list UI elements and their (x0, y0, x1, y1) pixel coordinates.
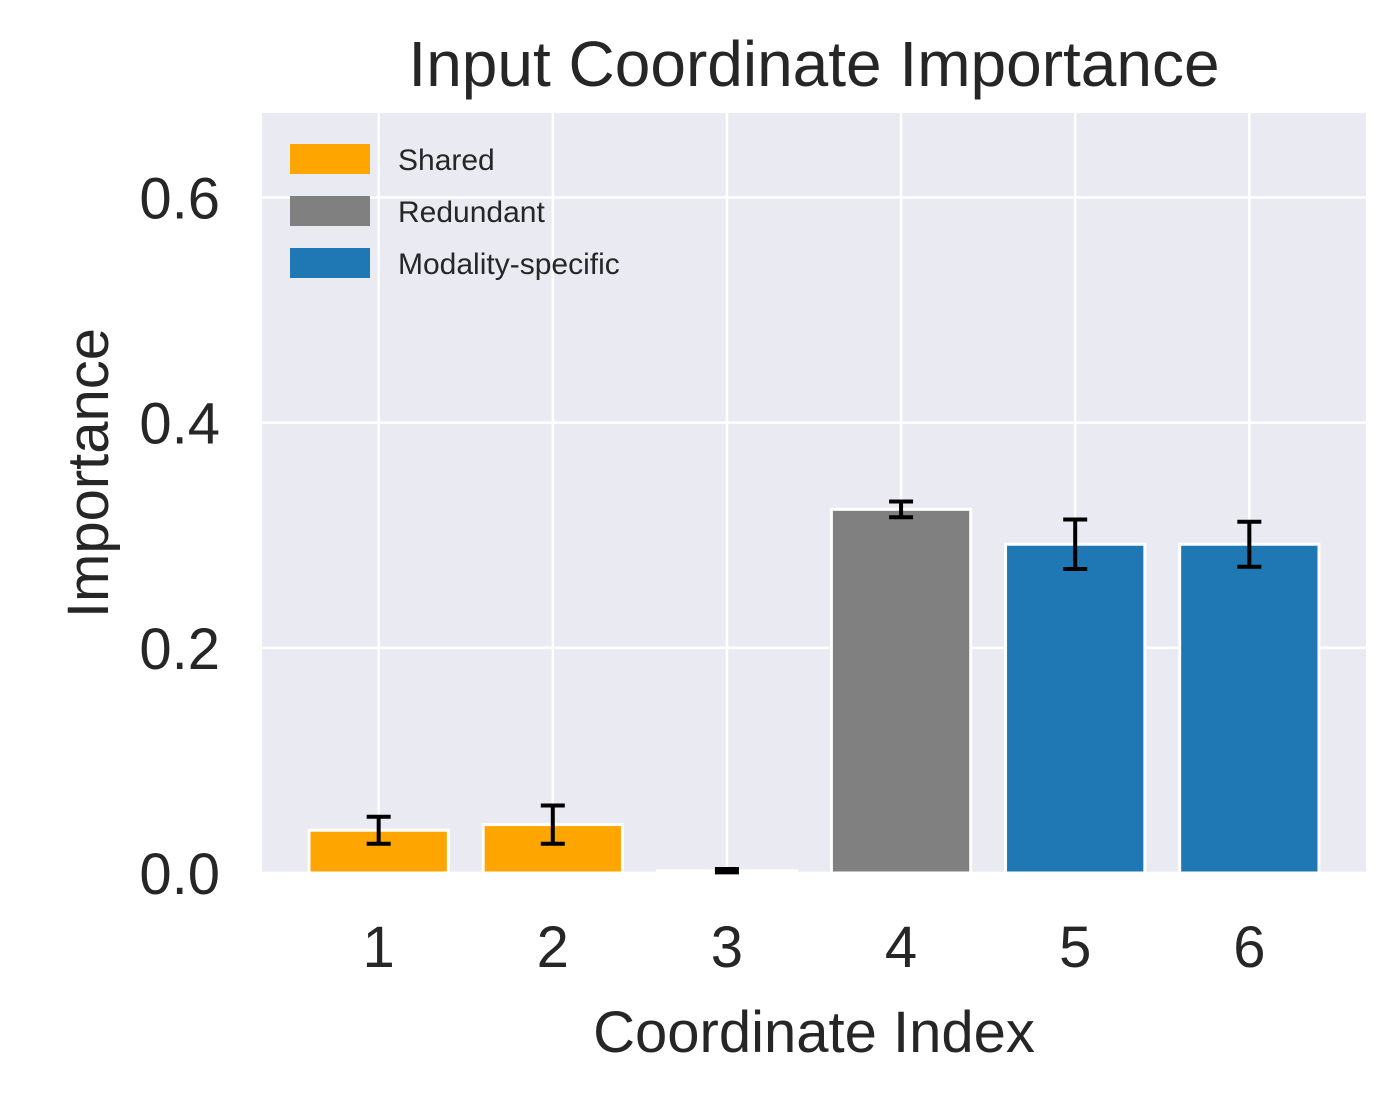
bar-4 (829, 507, 973, 875)
legend: Shared Redundant Modality-specific (290, 144, 620, 281)
legend-swatch (290, 248, 370, 278)
error-bar-4 (889, 499, 914, 520)
error-bar-2 (540, 803, 565, 846)
legend-swatch (290, 144, 370, 174)
bar-6 (1178, 542, 1321, 875)
x-axis-label: Coordinate Index (593, 1000, 1035, 1065)
chart-title: Input Coordinate Importance (408, 28, 1219, 100)
error-bar-5 (1063, 517, 1088, 571)
error-bar-3 (714, 867, 739, 875)
x-tick-labels: 1 2 3 4 5 6 (363, 915, 1266, 980)
error-bars (366, 499, 1262, 875)
bar-5 (1004, 542, 1147, 875)
x-tick-label: 6 (1233, 915, 1265, 980)
x-tick-label: 1 (363, 915, 395, 980)
legend-label: Shared (398, 144, 495, 177)
y-tick-label: 0.0 (139, 842, 220, 907)
error-bar-6 (1237, 519, 1262, 569)
bar-1 (307, 828, 450, 875)
x-tick-label: 3 (711, 915, 743, 980)
x-tick-label: 5 (1059, 915, 1091, 980)
error-bar-1 (366, 814, 391, 846)
legend-entry-modality-specific: Modality-specific (290, 248, 620, 281)
legend-label: Redundant (398, 196, 545, 229)
legend-swatch (290, 196, 370, 226)
y-tick-label: 0.6 (139, 166, 220, 231)
x-tick-label: 2 (537, 915, 569, 980)
legend-entry-shared: Shared (290, 144, 495, 177)
legend-label: Modality-specific (398, 248, 620, 281)
legend-entry-redundant: Redundant (290, 196, 545, 229)
y-axis-label: Importance (56, 328, 121, 618)
y-tick-label: 0.4 (139, 392, 220, 457)
x-tick-label: 4 (885, 915, 917, 980)
y-tick-labels: 0.0 0.2 0.4 0.6 (139, 166, 220, 907)
y-tick-label: 0.2 (139, 617, 220, 682)
